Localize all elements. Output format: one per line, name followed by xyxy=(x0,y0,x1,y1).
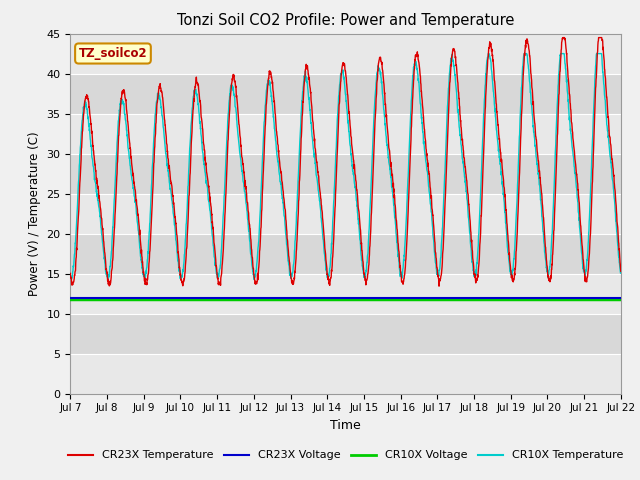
Bar xyxy=(70,193,621,234)
Bar xyxy=(70,34,621,73)
X-axis label: Time: Time xyxy=(330,419,361,432)
CR23X Voltage xyxy=(103,296,111,301)
CR10X Voltage xyxy=(103,296,111,302)
CR23X Temperature xyxy=(220,235,228,241)
CR23X Temperature xyxy=(362,278,369,284)
Line: CR10X Temperature: CR10X Temperature xyxy=(70,54,621,280)
Bar xyxy=(70,234,621,274)
CR23X Temperature xyxy=(506,257,513,263)
CR23X Temperature xyxy=(374,77,381,83)
CR10X Temperature xyxy=(569,148,577,154)
CR23X Temperature xyxy=(584,269,592,275)
Title: Tonzi Soil CO2 Profile: Power and Temperature: Tonzi Soil CO2 Profile: Power and Temper… xyxy=(177,13,515,28)
CR23X Temperature xyxy=(569,129,577,135)
CR23X Temperature xyxy=(67,271,74,276)
Bar xyxy=(70,313,621,354)
CR10X Temperature xyxy=(250,277,258,283)
CR10X Temperature xyxy=(617,270,625,276)
Text: TZ_soilco2: TZ_soilco2 xyxy=(79,47,147,60)
CR23X Temperature xyxy=(559,35,567,40)
CR23X Temperature xyxy=(435,283,443,289)
CR10X Temperature xyxy=(67,276,74,281)
CR10X Voltage xyxy=(67,296,74,302)
CR23X Temperature xyxy=(617,268,625,274)
Bar xyxy=(70,73,621,114)
CR10X Temperature xyxy=(220,202,228,207)
Y-axis label: Power (V) / Temperature (C): Power (V) / Temperature (C) xyxy=(28,132,41,296)
Bar xyxy=(70,154,621,193)
Line: CR23X Temperature: CR23X Temperature xyxy=(70,37,621,286)
Bar xyxy=(70,114,621,154)
Bar xyxy=(70,274,621,313)
Bar xyxy=(70,354,621,394)
CR10X Temperature xyxy=(374,68,381,74)
CR10X Temperature xyxy=(484,51,492,57)
CR23X Voltage xyxy=(67,296,74,301)
CR10X Temperature xyxy=(584,247,592,253)
CR10X Temperature xyxy=(506,269,514,275)
CR10X Temperature xyxy=(362,270,369,276)
Legend: CR23X Temperature, CR23X Voltage, CR10X Voltage, CR10X Temperature: CR23X Temperature, CR23X Voltage, CR10X … xyxy=(64,446,627,465)
